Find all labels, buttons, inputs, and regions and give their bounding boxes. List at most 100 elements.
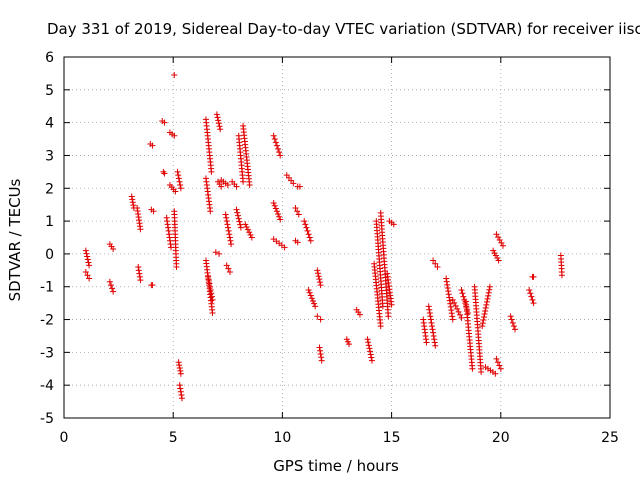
y-axis: -5 -4 -3 -2 -1 0 1 2 3 4 5 6 — [40, 50, 610, 427]
data-point — [443, 275, 450, 282]
data-point — [128, 193, 135, 200]
data-point — [149, 282, 156, 289]
data-point — [508, 316, 515, 323]
data-point — [271, 202, 278, 209]
data-point — [294, 208, 301, 215]
data-point — [448, 307, 455, 314]
data-point — [426, 306, 433, 313]
data-point — [173, 264, 180, 271]
chart-title: Day 331 of 2019, Sidereal Day-to-day VTE… — [47, 20, 640, 38]
x-tick-label: 20 — [492, 430, 510, 446]
data-point — [178, 395, 185, 402]
data-point — [222, 211, 229, 218]
data-point — [176, 364, 183, 371]
data-point — [207, 287, 214, 294]
data-point — [510, 323, 517, 330]
data-point — [294, 239, 301, 246]
data-point — [308, 295, 315, 302]
data-point — [290, 180, 297, 187]
data-point — [82, 247, 89, 254]
data-point — [460, 293, 467, 300]
data-point — [509, 319, 516, 326]
data-point — [137, 277, 144, 284]
data-point — [215, 117, 222, 124]
data-point — [208, 293, 215, 300]
data-point — [434, 264, 441, 271]
data-point — [237, 221, 244, 228]
data-point — [446, 297, 453, 304]
data-point — [495, 257, 502, 264]
data-point — [492, 370, 499, 377]
data-point — [318, 354, 325, 361]
data-point — [225, 265, 232, 272]
data-point — [459, 290, 466, 297]
data-point — [276, 213, 283, 220]
data-point — [205, 277, 212, 284]
data-point — [367, 348, 374, 355]
data-point — [366, 345, 373, 352]
data-point — [485, 289, 492, 296]
data-point — [172, 188, 179, 195]
data-point — [458, 314, 465, 321]
x-tick-label: 0 — [60, 430, 69, 446]
data-point — [177, 388, 184, 395]
data-point — [481, 310, 488, 317]
data-point — [447, 303, 454, 310]
data-point — [235, 215, 242, 222]
data-point — [296, 183, 303, 190]
y-tick-label: -5 — [40, 411, 54, 427]
data-point — [277, 152, 284, 159]
x-axis: 0 5 10 15 20 25 — [60, 57, 619, 446]
data-point — [135, 267, 142, 274]
data-point — [318, 357, 325, 364]
data-point — [225, 224, 232, 231]
data-point — [226, 234, 233, 241]
data-point — [273, 208, 280, 215]
data-point — [234, 212, 241, 219]
y-tick-label: 2 — [45, 181, 54, 197]
data-point — [223, 214, 230, 221]
data-point — [276, 149, 283, 156]
y-tick-label: 0 — [45, 247, 54, 263]
data-point — [177, 367, 184, 374]
data-point — [365, 342, 372, 349]
data-point — [315, 273, 322, 280]
data-point — [444, 284, 451, 291]
data-point — [427, 316, 434, 323]
data-point — [428, 319, 435, 326]
y-tick-label: -4 — [40, 378, 54, 394]
data-point — [499, 242, 506, 249]
data-point — [317, 351, 324, 358]
data-point — [368, 357, 375, 364]
data-point — [445, 288, 452, 295]
data-point — [486, 286, 493, 293]
data-point — [431, 336, 438, 343]
data-point — [215, 120, 222, 127]
y-tick-label: 4 — [45, 116, 54, 132]
data-point — [214, 114, 221, 121]
data-point — [271, 136, 278, 143]
data-point — [368, 354, 375, 361]
data-point — [136, 273, 143, 280]
data-point — [177, 185, 184, 192]
data-point — [496, 362, 503, 369]
data-point — [136, 270, 143, 277]
data-point — [314, 270, 321, 277]
data-point — [447, 300, 454, 307]
data-point — [449, 316, 456, 323]
y-tick-label: 5 — [45, 83, 54, 99]
data-point — [85, 259, 92, 266]
data-point — [174, 168, 181, 175]
y-axis-label: SDTVAR / TECUs — [6, 178, 24, 301]
data-point — [430, 329, 437, 336]
data-point — [367, 351, 374, 358]
data-point — [306, 234, 313, 241]
data-point — [427, 313, 434, 320]
data-point — [430, 257, 437, 264]
data-point — [107, 282, 114, 289]
data-point — [270, 132, 277, 139]
data-point — [205, 273, 212, 280]
data-point — [161, 119, 168, 126]
data-point — [317, 347, 324, 354]
